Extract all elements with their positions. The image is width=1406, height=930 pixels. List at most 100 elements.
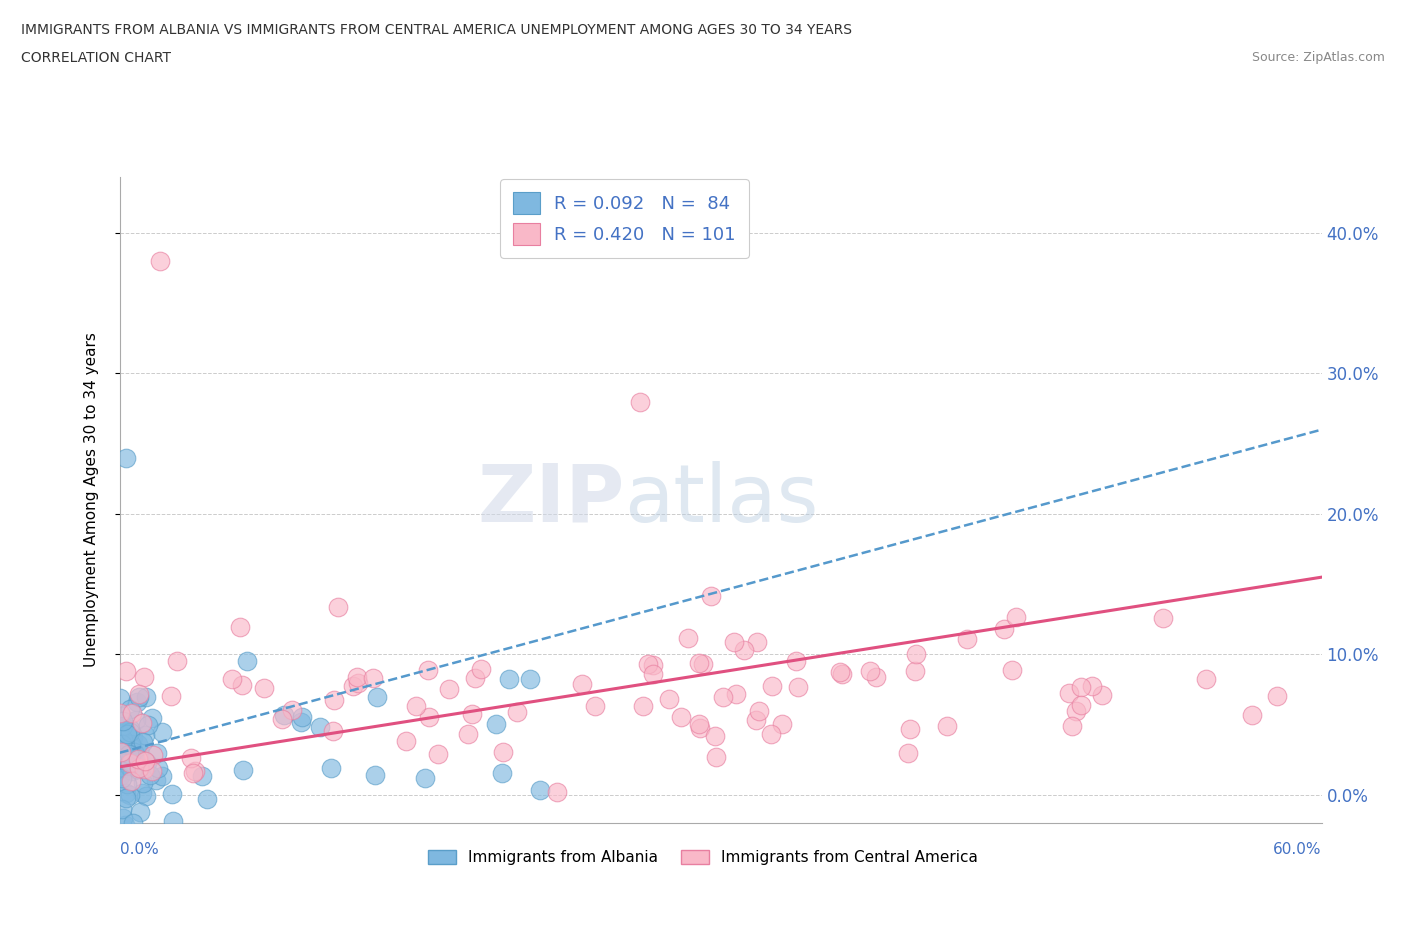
- Point: [125, 751, 148, 766]
- Point: [437, 682, 460, 697]
- Point: [273, 707, 295, 722]
- Point: [134, 753, 156, 768]
- Point: [271, 711, 294, 726]
- Point: [114, 786, 136, 801]
- Point: [110, 768, 132, 783]
- Point: [1004, 609, 1026, 624]
- Point: [1001, 662, 1024, 677]
- Point: [519, 671, 541, 686]
- Point: [118, 787, 141, 802]
- Point: [723, 635, 745, 650]
- Point: [108, 691, 131, 706]
- Point: [118, 755, 141, 770]
- Point: [831, 666, 853, 681]
- Point: [905, 646, 928, 661]
- Point: [110, 754, 132, 769]
- Point: [128, 761, 150, 776]
- Point: [291, 710, 314, 724]
- Point: [457, 726, 479, 741]
- Point: [108, 760, 131, 775]
- Text: 0.0%: 0.0%: [120, 842, 159, 857]
- Point: [637, 657, 659, 671]
- Point: [347, 675, 370, 690]
- Point: [120, 701, 142, 716]
- Y-axis label: Unemployment Among Ages 30 to 34 years: Unemployment Among Ages 30 to 34 years: [84, 332, 98, 668]
- Point: [935, 719, 957, 734]
- Point: [418, 710, 440, 724]
- Point: [108, 726, 131, 741]
- Point: [688, 716, 710, 731]
- Point: [110, 705, 132, 720]
- Point: [125, 762, 148, 777]
- Point: [132, 762, 155, 777]
- Point: [125, 712, 148, 727]
- Point: [631, 698, 654, 713]
- Point: [785, 654, 807, 669]
- Point: [195, 791, 218, 806]
- Point: [689, 721, 711, 736]
- Point: [114, 817, 136, 832]
- Point: [160, 689, 183, 704]
- Point: [128, 690, 150, 705]
- Point: [232, 763, 254, 777]
- Point: [118, 742, 141, 757]
- Point: [166, 653, 188, 668]
- Point: [149, 254, 172, 269]
- Point: [127, 737, 149, 751]
- Point: [118, 746, 141, 761]
- Point: [120, 774, 142, 789]
- Point: [150, 724, 173, 739]
- Point: [183, 764, 205, 778]
- Point: [112, 760, 135, 775]
- Point: [122, 745, 145, 760]
- Point: [136, 717, 159, 732]
- Point: [122, 815, 145, 830]
- Point: [770, 716, 793, 731]
- Point: [111, 810, 134, 825]
- Point: [1091, 687, 1114, 702]
- Point: [162, 837, 184, 852]
- Point: [135, 755, 157, 770]
- Point: [148, 761, 170, 776]
- Point: [114, 737, 136, 752]
- Point: [1080, 678, 1102, 693]
- Point: [366, 690, 388, 705]
- Point: [1064, 704, 1087, 719]
- Point: [498, 671, 520, 686]
- Point: [114, 791, 136, 806]
- Point: [897, 745, 920, 760]
- Point: [141, 711, 163, 725]
- Point: [162, 814, 184, 829]
- Point: [364, 767, 387, 782]
- Text: ZIP: ZIP: [477, 461, 624, 538]
- Point: [830, 665, 852, 680]
- Point: [1265, 688, 1288, 703]
- Point: [231, 678, 253, 693]
- Point: [112, 731, 135, 746]
- Point: [190, 768, 212, 783]
- Point: [724, 686, 747, 701]
- Point: [131, 785, 153, 800]
- Point: [290, 714, 312, 729]
- Point: [426, 747, 449, 762]
- Point: [322, 693, 344, 708]
- Point: [418, 663, 440, 678]
- Point: [122, 730, 145, 745]
- Point: [117, 777, 139, 792]
- Point: [134, 753, 156, 768]
- Point: [132, 670, 155, 684]
- Point: [111, 771, 134, 786]
- Point: [361, 671, 384, 685]
- Point: [131, 735, 153, 750]
- Text: 60.0%: 60.0%: [1274, 842, 1322, 857]
- Point: [405, 698, 427, 713]
- Legend: R = 0.092   N =  84, R = 0.420   N = 101: R = 0.092 N = 84, R = 0.420 N = 101: [501, 179, 748, 258]
- Point: [859, 664, 882, 679]
- Point: [733, 643, 755, 658]
- Point: [761, 679, 783, 694]
- Point: [129, 760, 152, 775]
- Point: [529, 782, 551, 797]
- Point: [134, 728, 156, 743]
- Point: [115, 664, 138, 679]
- Point: [121, 706, 143, 721]
